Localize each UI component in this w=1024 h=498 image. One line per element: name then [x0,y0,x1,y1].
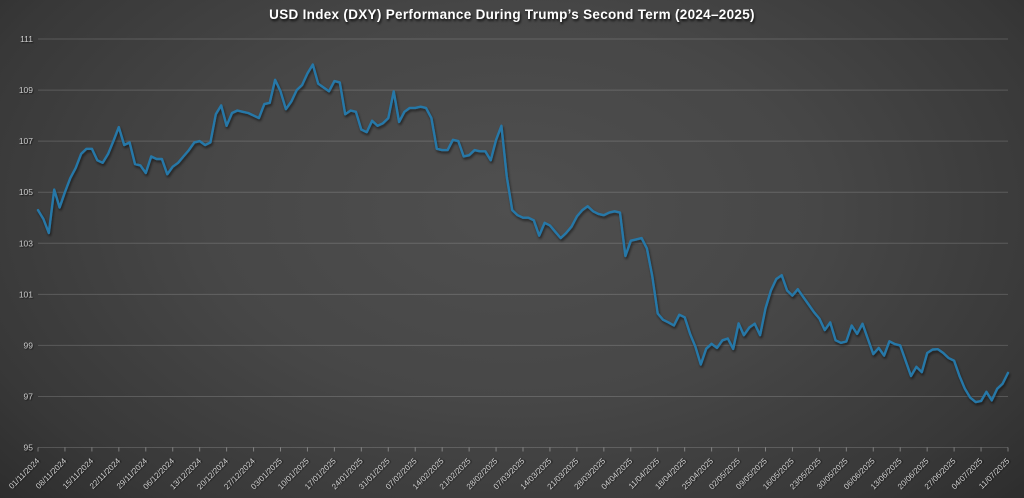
series-group [36,63,1010,404]
y-axis-tick-label: 95 [24,443,34,453]
y-axis-tick-label: 103 [19,238,33,248]
x-axis-labels-group: 01/11/202408/11/202415/11/202422/11/2024… [7,456,1012,491]
dxy-price-line [36,63,1010,404]
y-axis-tick-label: 109 [19,85,33,95]
y-axis-tick-label: 105 [19,187,33,197]
y-axis-tick-label: 107 [19,136,33,146]
y-axis-labels-group: 95 97 99 101 103 105 107 109 111 [19,34,33,453]
y-axis-tick-label: 111 [20,34,33,44]
x-axis-ticks-group [37,447,1009,452]
chart-title: USD Index (DXY) Performance During Trump… [269,7,755,22]
gridlines-group [38,38,1008,448]
y-axis-tick-label: 97 [24,391,34,401]
y-axis-tick-label: 101 [19,289,33,299]
y-axis-tick-label: 99 [24,340,34,350]
